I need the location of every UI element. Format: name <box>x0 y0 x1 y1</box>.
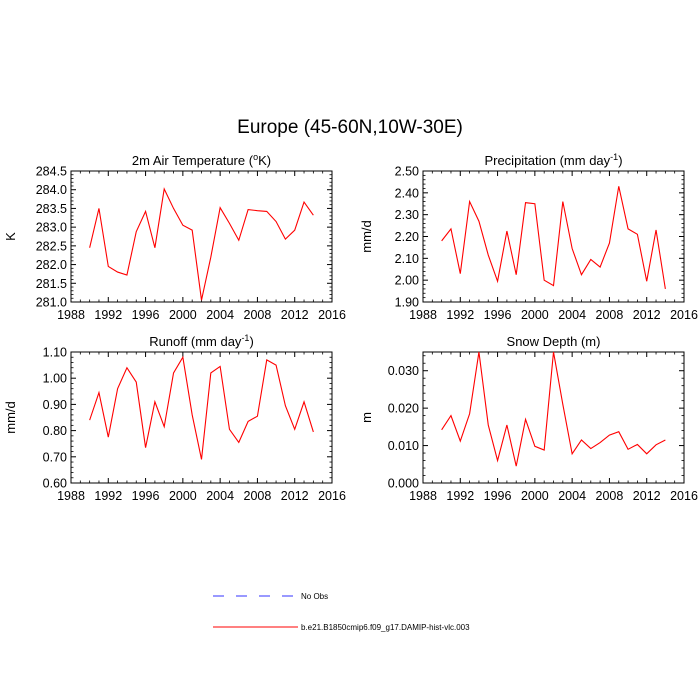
panels: 2m Air Temperature (oK)1988 1992 1996 2000 2… <box>3 152 698 503</box>
y-tick-label: 1.10 <box>43 346 67 360</box>
y-tick-label: 2.10 <box>395 252 419 266</box>
x-tick-label: 1992 <box>446 308 474 322</box>
y-tick-label: 281.5 <box>36 277 67 291</box>
panel-title-suffix: K) <box>258 153 271 168</box>
y-tick-label: 0.70 <box>43 450 67 464</box>
x-tick-label: 2004 <box>206 308 234 322</box>
x-tick-label: 1996 <box>484 308 512 322</box>
y-axis-label: m <box>359 412 374 423</box>
x-tick-label: 2012 <box>633 308 661 322</box>
x-tick-label: 1996 <box>132 308 160 322</box>
x-tick-label: 2004 <box>206 489 234 503</box>
x-tick-label: 2008 <box>596 308 624 322</box>
y-tick-label: 282.5 <box>36 239 67 253</box>
x-tick-label: 1992 <box>94 489 122 503</box>
x-tick-label: 2016 <box>670 489 698 503</box>
legend-label-no-obs: No Obs <box>301 592 328 601</box>
panel-title-main: Precipitation (mm day <box>484 153 610 168</box>
x-tick-label: 1992 <box>94 308 122 322</box>
y-tick-label: 284.5 <box>36 165 67 179</box>
x-tick-label: 2012 <box>281 308 309 322</box>
y-tick-label: 282.0 <box>36 258 67 272</box>
x-tick-label: 2000 <box>521 308 549 322</box>
x-tick-label: 1988 <box>57 489 85 503</box>
y-tick-label: 0.60 <box>43 477 67 491</box>
panel-title-main: Snow Depth (m) <box>507 334 601 349</box>
panel-title-main: 2m Air Temperature ( <box>132 153 254 168</box>
x-tick-label: 2012 <box>633 489 661 503</box>
y-tick-label: 283.0 <box>36 221 67 235</box>
panel-title-suffix: ) <box>618 153 622 168</box>
x-tick-label: 2004 <box>558 308 586 322</box>
panel-title: Runoff (mm day-1) <box>149 333 254 349</box>
y-tick-label: 283.5 <box>36 202 67 216</box>
panel-title-main: Runoff (mm day <box>149 334 242 349</box>
y-tick-label: 284.0 <box>36 183 67 197</box>
x-tick-label: 1996 <box>484 489 512 503</box>
y-tick-label: 281.0 <box>36 296 67 310</box>
y-tick-label: 0.90 <box>43 398 67 412</box>
x-tick-label: 2000 <box>169 308 197 322</box>
x-tick-label: 2000 <box>169 489 197 503</box>
panel-title: Precipitation (mm day-1) <box>484 152 622 168</box>
panel-title-sup: -1 <box>610 152 618 162</box>
figure-title: Europe (45-60N,10W-30E) <box>237 117 463 138</box>
x-tick-label: 2008 <box>596 489 624 503</box>
panel-title-sup: o <box>253 152 258 162</box>
legend: No Obs b.e21.B1850cmip6.f09_g17.DAMIP-hi… <box>213 592 470 632</box>
x-tick-label: 2012 <box>281 489 309 503</box>
y-tick-label: 2.20 <box>395 230 419 244</box>
x-tick-label: 1988 <box>57 308 85 322</box>
y-tick-label: 2.50 <box>395 165 419 179</box>
y-tick-label: 1.00 <box>43 372 67 386</box>
x-tick-label: 2004 <box>558 489 586 503</box>
y-tick-label: 0.020 <box>388 402 419 416</box>
panel-title: 2m Air Temperature (oK) <box>132 152 271 168</box>
x-tick-label: 1988 <box>409 489 437 503</box>
series-line <box>89 187 314 301</box>
plot-frame <box>70 351 333 484</box>
x-tick-label: 2000 <box>521 489 549 503</box>
y-axis-label: mm/d <box>359 220 374 253</box>
x-tick-label: 2016 <box>318 308 346 322</box>
x-tick-label: 1988 <box>409 308 437 322</box>
x-tick-label: 2016 <box>318 489 346 503</box>
chart-panel-1: 2m Air Temperature (oK) 1988 1992 1996 2000 2… <box>3 152 346 322</box>
x-tick-label: 1996 <box>132 489 160 503</box>
x-tick-label: 2016 <box>670 308 698 322</box>
y-axis-label: K <box>3 232 18 241</box>
series-line <box>441 351 666 467</box>
y-tick-label: 0.010 <box>388 439 419 453</box>
y-tick-label: 0.000 <box>388 477 419 491</box>
x-tick-label: 2008 <box>244 489 272 503</box>
plot-frame <box>422 351 685 484</box>
y-axis-label: mm/d <box>3 401 18 434</box>
chart-panel-2: Precipitation (mm day-1) 1988 1992 1996 2000… <box>359 152 698 322</box>
panel-title-sup: -1 <box>241 333 249 343</box>
plot-frame <box>70 170 333 303</box>
y-tick-label: 1.90 <box>395 296 419 310</box>
series-line <box>441 186 666 289</box>
y-tick-label: 2.30 <box>395 208 419 222</box>
chart-panel-4: Snow Depth (m) 1988 1992 1996 2000 2004 2008 20… <box>359 334 698 503</box>
series-line <box>89 355 314 460</box>
x-tick-label: 2008 <box>244 308 272 322</box>
legend-label-model: b.e21.B1850cmip6.f09_g17.DAMIP-hist-vlc.… <box>301 623 470 632</box>
panel-title: Snow Depth (m) <box>507 334 601 349</box>
y-tick-label: 2.00 <box>395 274 419 288</box>
chart-panel-3: Runoff (mm day-1) 1988 1992 1996 2000 2004 200… <box>3 333 346 503</box>
x-tick-label: 1992 <box>446 489 474 503</box>
y-tick-label: 0.80 <box>43 424 67 438</box>
y-tick-label: 2.40 <box>395 186 419 200</box>
panel-title-suffix: ) <box>249 334 253 349</box>
y-tick-label: 0.030 <box>388 364 419 378</box>
